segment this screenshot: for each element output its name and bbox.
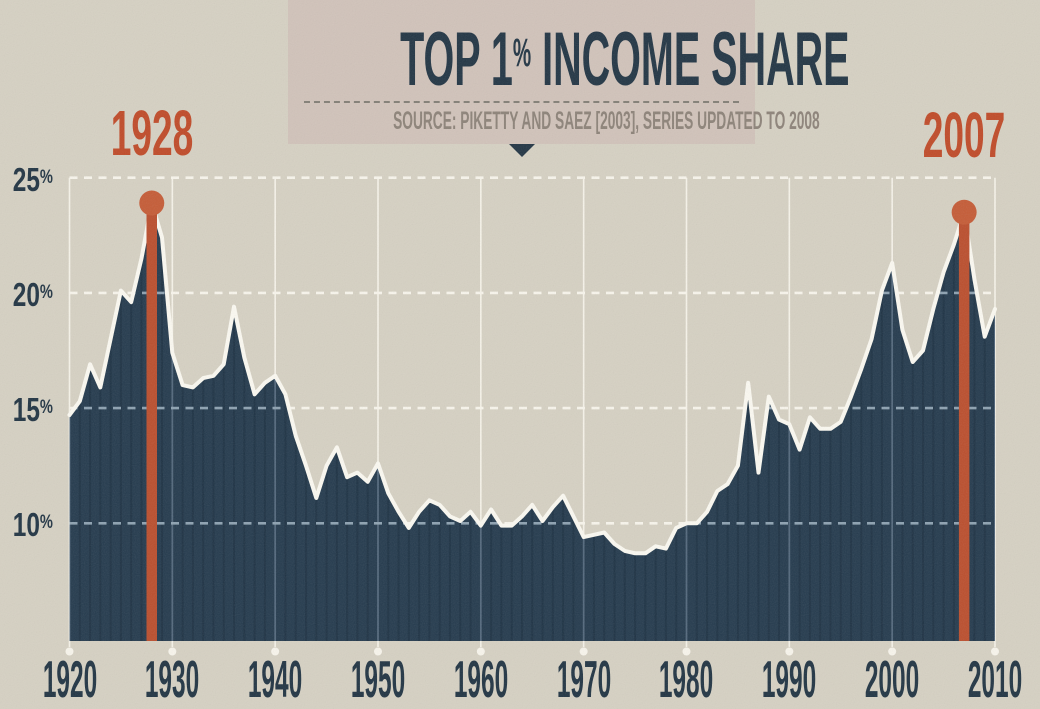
page-title: TOP 1% INCOME SHARE (400, 16, 850, 102)
x-axis-label: 1960 (453, 651, 509, 709)
y-axis-label: 25% (12, 160, 53, 198)
x-axis-label: 2010 (967, 651, 1023, 709)
y-axis-label: 15% (12, 390, 53, 428)
x-axis-label: 1950 (350, 651, 406, 709)
peak-dot-1928 (139, 190, 165, 216)
x-axis-label: 1930 (145, 651, 200, 709)
down-arrow-icon (508, 144, 535, 157)
peak-year-label-right: 2007 (922, 99, 1006, 171)
title-panel: TOP 1% INCOME SHARE SOURCE: PIKETTY AND … (288, 0, 850, 157)
percent-sign: % (39, 511, 53, 534)
source-caption: SOURCE: PIKETTY AND SAEZ [2003], SERIES … (393, 106, 820, 135)
percent-sign: % (39, 396, 53, 419)
y-axis-label-number: 20 (12, 275, 40, 313)
y-axis-label: 10% (12, 505, 53, 544)
y-axis-label-number: 10 (12, 506, 40, 544)
peak-bar-1928 (146, 203, 157, 641)
x-axis-label: 2000 (864, 651, 920, 709)
y-axis-label: 20% (12, 275, 53, 313)
x-axis-label: 1970 (556, 651, 611, 709)
x-axis-label: 1920 (42, 651, 97, 709)
peak-year-label-left: 1928 (110, 97, 194, 169)
peak-bar-2007 (958, 212, 970, 642)
peak-dot-2007 (951, 199, 977, 225)
x-axis-label: 1980 (659, 651, 714, 709)
percent-sign: % (39, 280, 53, 303)
y-axis-label-number: 25 (12, 160, 40, 198)
y-axis-label-number: 15 (12, 391, 40, 428)
x-axis-label: 1940 (247, 651, 303, 709)
x-axis-label: 1990 (762, 651, 817, 709)
percent-sign: % (39, 165, 53, 188)
